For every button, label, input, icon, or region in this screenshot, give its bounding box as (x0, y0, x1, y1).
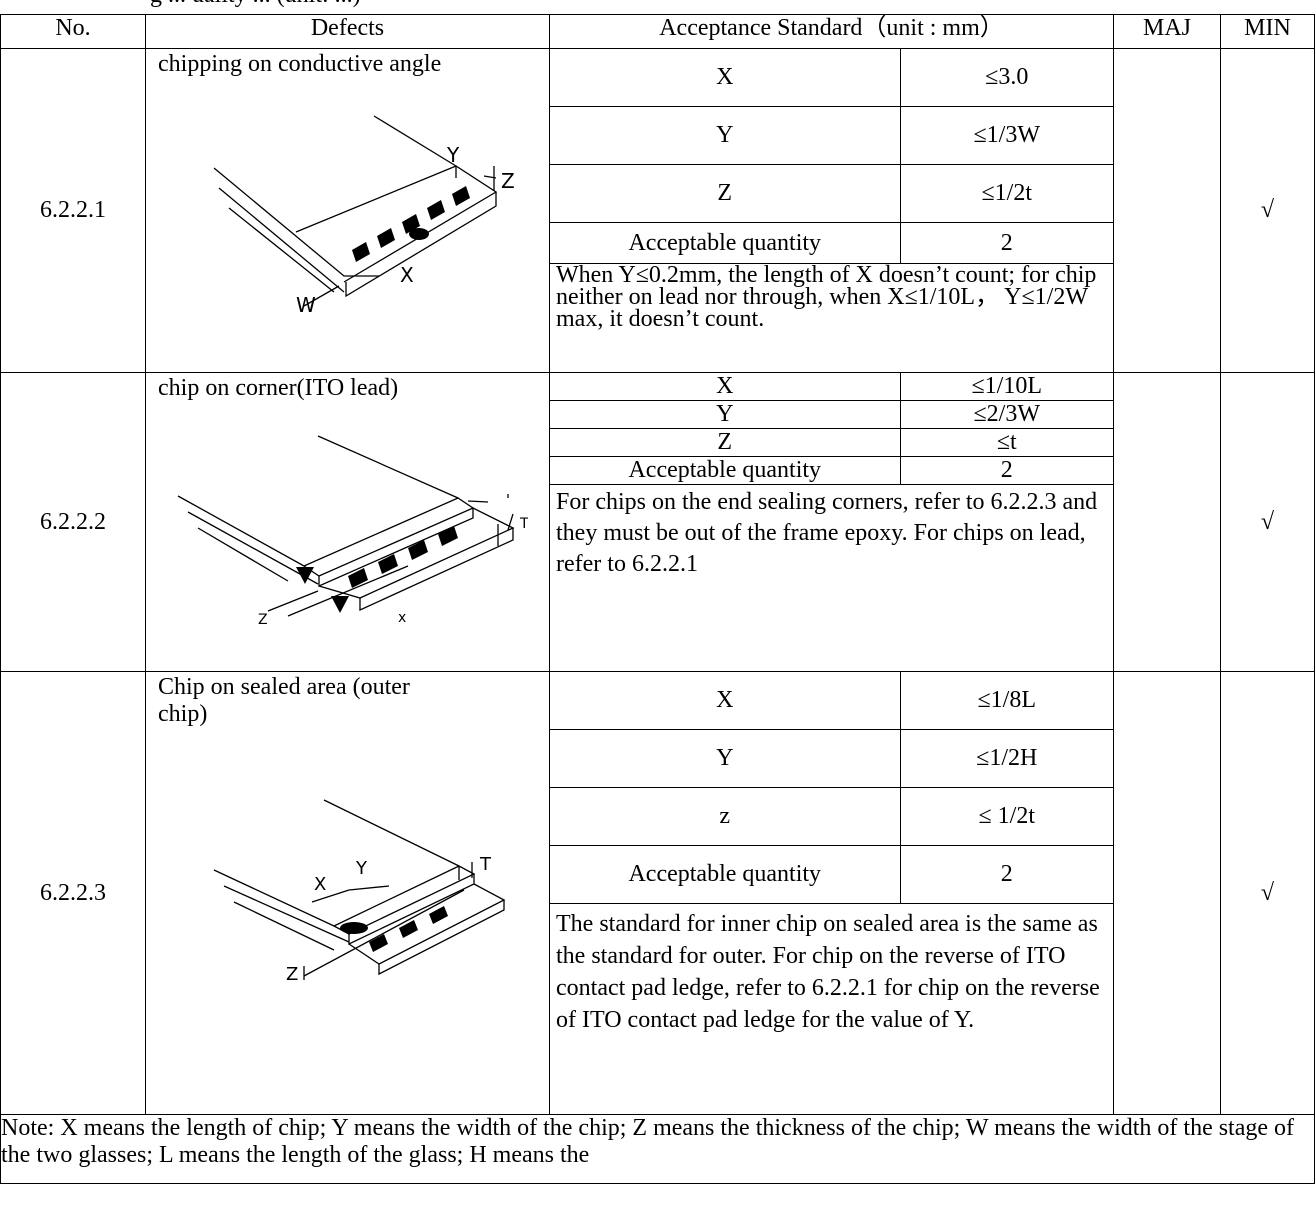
header-no: No. (0, 14, 146, 49)
chip-diagram-corner-ito-lead: T Z x (177, 435, 528, 626)
header-acceptance: Acceptance Standard（unit : mm） (549, 14, 1114, 49)
chip-diagram-sealed-area: T X Y Z (213, 799, 506, 985)
criteria-note: For chips on the end sealing corners, re… (556, 489, 1098, 577)
row-number: 6.2.2.3 (0, 671, 146, 1115)
row-number: 6.2.2.2 (0, 372, 146, 672)
value-z: ≤t (900, 428, 1113, 457)
label-t: T (519, 516, 528, 532)
table-row: 6.2.2.2 chip on corner(ITO lead) (0, 372, 1315, 672)
row-number: 6.2.2.1 (0, 48, 146, 373)
footnote-row: Note: X means the length of chip; Y mean… (0, 1114, 1315, 1184)
param-x: X (550, 672, 901, 730)
value-x: ≤1/8L (900, 672, 1113, 730)
value-y: ≤1/2H (900, 729, 1113, 788)
defect-name: chipping on conductive angle (158, 51, 442, 77)
maj-cell (1113, 48, 1221, 373)
value-x: ≤3.0 (900, 49, 1113, 107)
maj-cell (1113, 372, 1221, 672)
label-z: Z (501, 169, 515, 193)
param-y: Y (550, 400, 901, 429)
table-row: 6.2.2.3 Chip on sealed area (outer chip) (0, 671, 1315, 1115)
param-quantity: Acceptable quantity (550, 222, 901, 264)
value-quantity: 2 (900, 456, 1113, 485)
value-quantity: 2 (900, 845, 1113, 904)
clipped-heading: g ... uality ... (unit: ...) (0, 0, 1316, 14)
acceptance-cell: X ≤3.0 Y ≤1/3W Z ≤1/2t Acceptable quantity 2… (549, 48, 1114, 373)
param-y: Y (550, 729, 901, 788)
value-x: ≤1/10L (900, 373, 1113, 401)
footnote: Note: X means the length of chip; Y mean… (0, 1114, 1315, 1184)
criteria-note: When Y≤0.2mm, the length of X doesn’t co… (556, 262, 1097, 332)
table-header-row: No. Defects Acceptance Standard（unit : m… (0, 14, 1315, 49)
label-x: X (400, 263, 414, 287)
label-z: Z (286, 964, 298, 985)
value-y: ≤1/3W (900, 106, 1113, 165)
param-y: Y (550, 106, 901, 165)
param-quantity: Acceptable quantity (550, 845, 901, 904)
clipped-heading-text: g ... uality ... (unit: ...) (150, 0, 361, 9)
header-maj: MAJ (1113, 14, 1221, 49)
value-quantity: 2 (900, 222, 1113, 264)
label-x: x (398, 610, 406, 626)
defect-standard-table: No. Defects Acceptance Standard（unit : m… (0, 14, 1315, 1184)
label-y: Y (355, 858, 368, 879)
defect-cell: chip on corner(ITO lead) (145, 372, 550, 672)
value-z: ≤ 1/2t (900, 787, 1113, 846)
param-z: z (550, 787, 901, 846)
label-x: X (314, 874, 326, 895)
defect-name: Chip on sealed area (outer chip) (158, 674, 410, 727)
label-w: W (296, 293, 316, 316)
label-t: T (479, 854, 492, 875)
acceptance-cell: X ≤1/10L Y ≤2/3W Z ≤t Acceptable quantity 2 … (549, 372, 1114, 672)
acceptance-cell: X ≤1/8L Y ≤1/2H z ≤ 1/2t Acceptable quantit… (549, 671, 1114, 1115)
header-min: MIN (1220, 14, 1315, 49)
value-z: ≤1/2t (900, 164, 1113, 223)
label-z: Z (258, 612, 268, 626)
maj-cell (1113, 671, 1221, 1115)
defect-name: chip on corner(ITO lead) (158, 375, 399, 401)
header-defects: Defects (145, 14, 550, 49)
defect-cell: chipping on conductive angle (145, 48, 550, 373)
param-quantity: Acceptable quantity (550, 456, 901, 485)
table-row: 6.2.2.1 chipping on conductive angle (0, 48, 1315, 373)
criteria-note: The standard for inner chip on sealed ar… (556, 911, 1100, 1033)
param-x: X (550, 49, 901, 107)
min-check: √ (1220, 372, 1315, 672)
param-z: Z (550, 428, 901, 457)
min-check: √ (1220, 671, 1315, 1115)
label-y: Y (446, 143, 460, 167)
chip-diagram-conductive-angle: Y Z X W (213, 115, 515, 316)
param-x: X (550, 373, 901, 401)
param-z: Z (550, 164, 901, 223)
defect-cell: Chip on sealed area (outer chip) (145, 671, 550, 1115)
min-check: √ (1220, 48, 1315, 373)
value-y: ≤2/3W (900, 400, 1113, 429)
